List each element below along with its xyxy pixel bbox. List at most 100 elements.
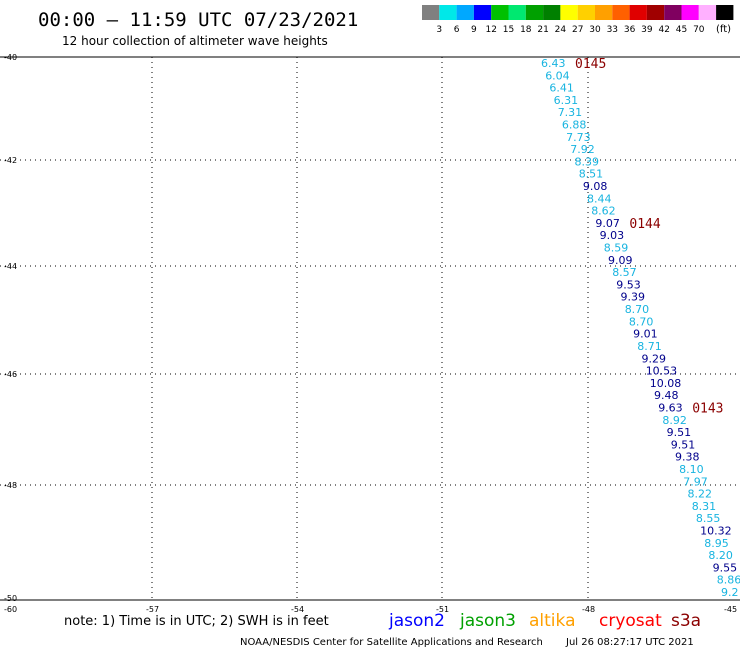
wave-height-value: 10.08: [650, 377, 682, 390]
lat-label: -50: [4, 594, 17, 603]
legend-tick-label: 45: [676, 25, 687, 35]
generated-timestamp: Jul 26 08:27:17 UTC 2021: [565, 637, 694, 648]
satellite-key: jason2 jason3 altika cryosat s3a: [388, 611, 701, 631]
wave-height-value: 8.51: [579, 168, 604, 181]
wave-height-value: 8.55: [696, 512, 721, 525]
legend-swatch: [439, 5, 457, 20]
wave-height-value: 9.08: [583, 180, 608, 193]
satellite-cryosat: cryosat: [599, 611, 662, 631]
legend-tick-label: 70: [693, 25, 705, 35]
legend-swatch: [629, 5, 647, 20]
wave-height-value: 6.88: [562, 119, 587, 132]
map-title: 00:00 – 11:59 UTC 07/23/2021: [38, 9, 358, 31]
lat-label: -42: [4, 156, 17, 165]
wave-height-value: 9.01: [633, 328, 658, 341]
legend-swatch: [491, 5, 509, 20]
legend-swatch: [681, 5, 699, 20]
legend-swatch: [698, 5, 717, 20]
wave-height-value: 9.2: [721, 586, 739, 599]
wave-height-value: 8.57: [612, 266, 637, 279]
wave-height-value: 7.31: [558, 106, 583, 119]
lon-label: -54: [291, 605, 304, 614]
legend-tick-label: 24: [555, 25, 567, 35]
legend-swatch: [646, 5, 665, 20]
wave-height-value: 10.53: [646, 365, 678, 378]
wave-height-value: 9.55: [713, 561, 738, 574]
wave-height-value: 8.10: [679, 463, 704, 476]
latitude-labels: -40 -42 -44 -46 -48 -50 -60: [4, 53, 17, 614]
wave-height-value: 8.22: [688, 488, 713, 501]
legend-tick-label: 27: [572, 25, 583, 35]
legend-swatch: [508, 5, 526, 20]
wave-height-value: 8.92: [662, 414, 687, 427]
map-frame: [0, 56, 740, 601]
legend-tick-label: 42: [658, 25, 669, 35]
satellite-jason2: jason2: [388, 611, 445, 631]
legend-swatch: [716, 5, 734, 20]
wave-height-color-legend: 3 6 9 12 15 18 21 24 27 30 33 36 39 42 45 70: [422, 5, 734, 35]
legend-swatch: [595, 5, 613, 20]
wave-height-value: 7.92: [570, 143, 595, 156]
legend-unit: (ft): [716, 24, 731, 35]
wave-height-value: 9.38: [675, 451, 700, 464]
wave-height-value: 8.70: [629, 315, 654, 328]
legend-tick-label: 21: [537, 25, 548, 35]
legend-tick-label: 9: [471, 25, 477, 35]
lat-label: -60: [4, 605, 17, 614]
legend-tick-label: 3: [436, 25, 442, 35]
wave-height-value: 7.73: [566, 131, 591, 144]
wave-height-value: 9.51: [667, 426, 692, 439]
lon-label: -57: [146, 605, 159, 614]
legend-tick-label: 6: [454, 25, 460, 35]
wave-height-value: 9.48: [654, 389, 679, 402]
satellite-altika: altika: [529, 611, 576, 631]
wave-height-value: 9.51: [671, 438, 696, 451]
legend-tick-label: 15: [503, 25, 514, 35]
pass-time-label: 0143: [692, 402, 723, 417]
legend-swatch: [612, 5, 630, 20]
legend-swatch: [543, 5, 561, 20]
legend-swatch: [525, 5, 544, 20]
wave-height-value: 8.20: [708, 549, 733, 562]
lat-label: -46: [4, 370, 17, 379]
wave-height-value: 6.43: [541, 57, 566, 70]
wave-height-value: 9.07: [595, 217, 620, 230]
lon-label: -51: [436, 605, 449, 614]
satellite-jason3: jason3: [459, 611, 516, 631]
wave-height-value: 8.39: [575, 155, 600, 168]
pass-time-label: 0145: [575, 57, 606, 72]
wave-height-value: 8.95: [704, 537, 729, 550]
lat-label: -48: [4, 481, 17, 490]
credit-text: NOAA/NESDIS Center for Satellite Applica…: [240, 637, 543, 648]
wave-height-value: 9.03: [600, 229, 625, 242]
wave-height-value: 9.39: [621, 291, 646, 304]
legend-tick-label: 18: [520, 25, 532, 35]
satellite-s3a: s3a: [671, 611, 701, 631]
wave-height-value: 8.62: [591, 205, 616, 218]
longitude-labels: -57 -54 -51 -48 -45: [146, 605, 737, 614]
lon-label: -45: [724, 605, 737, 614]
lat-label: -40: [4, 53, 17, 62]
wave-height-value: 6.41: [549, 82, 574, 95]
legend-tick-label: 39: [641, 25, 653, 35]
legend-swatch: [560, 5, 578, 20]
wave-height-value: 8.59: [604, 242, 629, 255]
legend-swatch: [456, 5, 474, 20]
legend-swatch: [422, 5, 440, 20]
wave-height-value: 8.44: [587, 192, 612, 205]
legend-tick-label: 30: [589, 25, 601, 35]
legend-swatch: [664, 5, 682, 20]
wave-height-value: 8.70: [625, 303, 650, 316]
wave-height-value: 7.97: [683, 475, 708, 488]
legend-tick-label: 12: [485, 25, 496, 35]
wave-height-value: 9.53: [616, 278, 641, 291]
lat-lon-grid: [0, 57, 740, 600]
wave-height-value: 9.63: [658, 402, 683, 415]
wave-height-value: 9.29: [642, 352, 667, 365]
footnote: note: 1) Time is in UTC; 2) SWH is in fe…: [64, 614, 329, 629]
lon-label: -48: [582, 605, 595, 614]
legend-swatch: [577, 5, 595, 20]
wave-height-value: 8.31: [692, 500, 717, 513]
legend-tick-label: 33: [607, 25, 618, 35]
lat-label: -44: [4, 262, 17, 271]
